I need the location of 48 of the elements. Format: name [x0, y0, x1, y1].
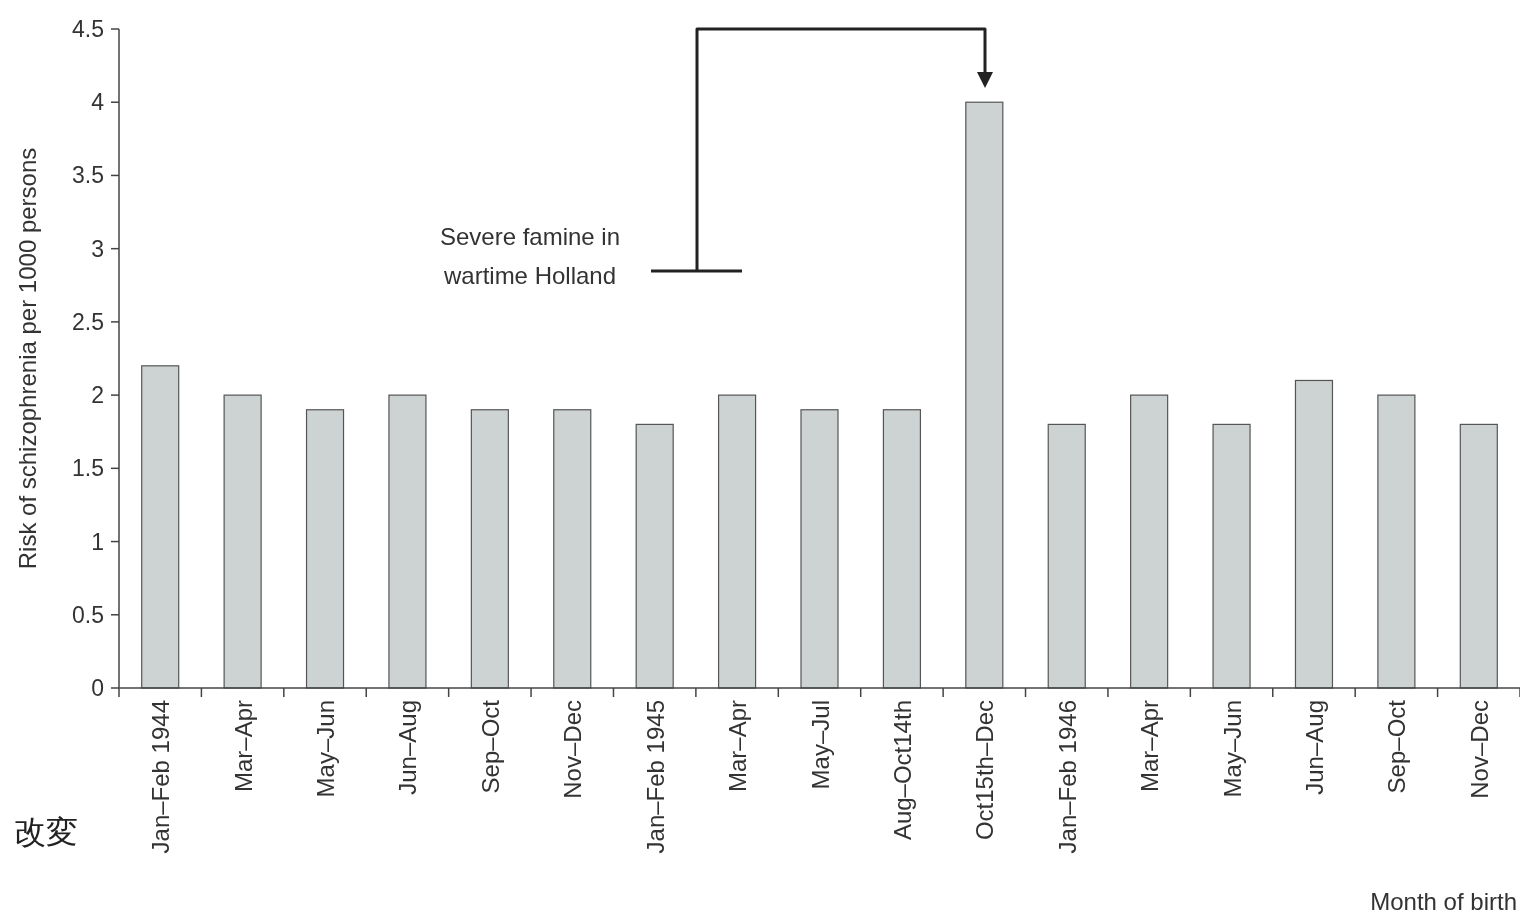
- bar: [388, 394, 427, 689]
- x-axis-title: Month of birth: [1370, 888, 1517, 915]
- y-tick-label: 4.5: [72, 16, 104, 42]
- x-tick-label: Jan–Feb 1945: [641, 700, 669, 854]
- bar: [717, 394, 757, 689]
- bar: [1377, 394, 1416, 689]
- bar: [635, 423, 674, 689]
- x-tick-label: Sep–Oct: [476, 699, 504, 794]
- y-tick-label: 3.5: [72, 162, 104, 189]
- y-tick-label: 3: [91, 235, 104, 262]
- x-tick-label: Jan–Feb 1944: [147, 700, 175, 854]
- x-tick-label: Jun–Aug: [1300, 700, 1328, 795]
- bar: [1294, 379, 1334, 689]
- bar: [1212, 423, 1251, 689]
- x-tick-label: Nov–Dec: [1465, 700, 1493, 799]
- bar: [882, 409, 922, 689]
- x-tick-label: Mar–Apr: [229, 700, 257, 793]
- x-tick-label: Mar–Apr: [1136, 700, 1164, 793]
- bar: [1047, 423, 1086, 689]
- x-tick-label: Jan–Feb 1946: [1053, 700, 1081, 854]
- y-tick-label: 1: [91, 528, 104, 555]
- text: 改変: [14, 814, 78, 850]
- y-tick-label: 0: [91, 675, 104, 701]
- bar: [1459, 423, 1498, 689]
- bar: [1130, 394, 1169, 689]
- bar: [470, 409, 509, 689]
- annotation: Severe famine in wartime Holland: [439, 223, 621, 289]
- x-tick-label: May–Jul: [806, 700, 834, 790]
- x-tick-label: Sep–Oct: [1383, 699, 1411, 794]
- y-tick-label: 4: [91, 89, 105, 116]
- bar: [965, 101, 1004, 689]
- bar: [553, 409, 592, 689]
- x-tick-label: May–Jun: [312, 700, 340, 798]
- y-axis-title: Risk of schizophrenia per 1000 persons: [14, 147, 41, 570]
- bar: [800, 409, 839, 689]
- x-tick-label: May–Jun: [1218, 700, 1246, 798]
- x-tick-label: Aug–Oct14th: [888, 700, 916, 841]
- bar: [141, 365, 180, 689]
- x-tick-label: Nov–Dec: [559, 700, 587, 799]
- y-tick-label: 2: [91, 382, 104, 409]
- bar: [223, 394, 262, 689]
- x-tick-label: Oct15th–Dec: [971, 700, 999, 841]
- x-tick-label: Jun–Aug: [394, 700, 422, 795]
- y-tick-label: 0.5: [72, 601, 104, 628]
- x-tick-label: Mar–Apr: [724, 700, 752, 793]
- y-tick-label: 1.5: [72, 455, 104, 482]
- bar: [305, 409, 345, 689]
- y-tick-label: 2.5: [72, 308, 104, 335]
